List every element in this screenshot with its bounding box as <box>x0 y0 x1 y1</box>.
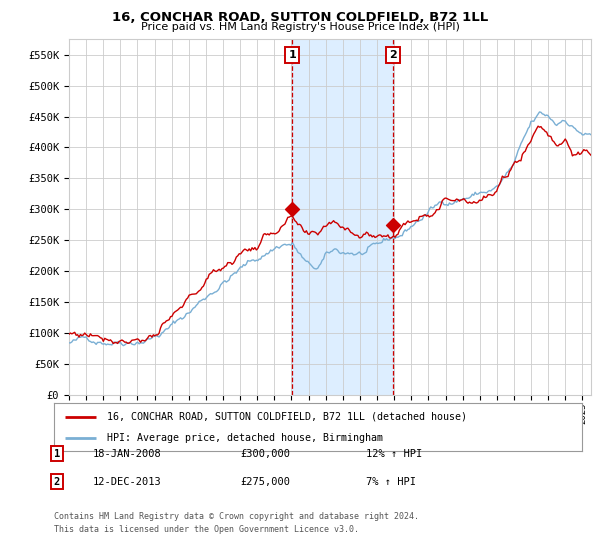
Text: £300,000: £300,000 <box>240 449 290 459</box>
Text: 1: 1 <box>54 449 60 459</box>
Text: Price paid vs. HM Land Registry's House Price Index (HPI): Price paid vs. HM Land Registry's House … <box>140 22 460 32</box>
Text: 12-DEC-2013: 12-DEC-2013 <box>93 477 162 487</box>
Text: 7% ↑ HPI: 7% ↑ HPI <box>366 477 416 487</box>
Text: Contains HM Land Registry data © Crown copyright and database right 2024.: Contains HM Land Registry data © Crown c… <box>54 512 419 521</box>
Text: HPI: Average price, detached house, Birmingham: HPI: Average price, detached house, Birm… <box>107 433 383 444</box>
Text: 12% ↑ HPI: 12% ↑ HPI <box>366 449 422 459</box>
Text: 2: 2 <box>389 50 397 60</box>
Text: 16, CONCHAR ROAD, SUTTON COLDFIELD, B72 1LL (detached house): 16, CONCHAR ROAD, SUTTON COLDFIELD, B72 … <box>107 412 467 422</box>
Point <box>287 205 297 214</box>
Text: 18-JAN-2008: 18-JAN-2008 <box>93 449 162 459</box>
Point <box>389 220 398 229</box>
Text: 16, CONCHAR ROAD, SUTTON COLDFIELD, B72 1LL: 16, CONCHAR ROAD, SUTTON COLDFIELD, B72 … <box>112 11 488 24</box>
Text: This data is licensed under the Open Government Licence v3.0.: This data is licensed under the Open Gov… <box>54 525 359 534</box>
Text: 1: 1 <box>289 50 296 60</box>
Text: 2: 2 <box>54 477 60 487</box>
Bar <box>292 39 394 395</box>
Text: £275,000: £275,000 <box>240 477 290 487</box>
